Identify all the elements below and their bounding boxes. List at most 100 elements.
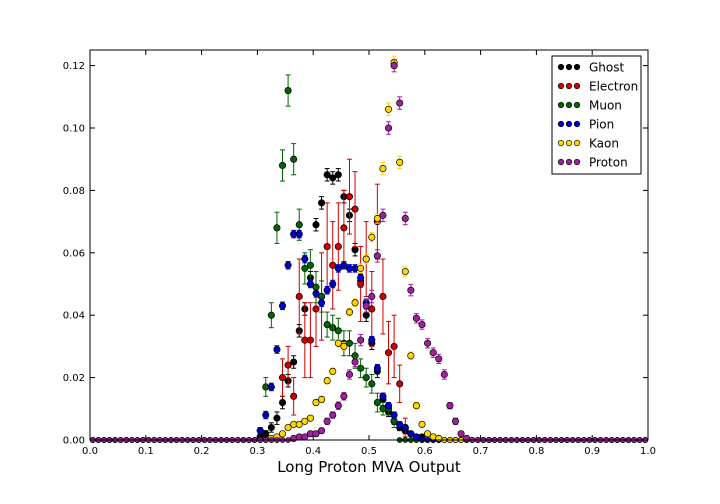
legend-marker	[573, 158, 581, 166]
data-point	[379, 292, 387, 301]
data-point	[424, 430, 432, 438]
legend-marker	[557, 120, 565, 128]
data-point	[267, 383, 275, 391]
data-point	[412, 433, 420, 441]
y-tick-label: 0.08	[63, 186, 85, 197]
data-point	[334, 402, 342, 410]
data-point	[278, 374, 287, 382]
data-point	[329, 411, 337, 419]
data-point	[396, 420, 404, 428]
data-point	[362, 374, 370, 382]
data-point	[424, 339, 432, 347]
legend-marker	[565, 82, 573, 90]
data-point	[407, 430, 415, 438]
x-tick-label: 0.2	[194, 446, 210, 457]
x-tick-label: 1.0	[640, 446, 656, 457]
x-tick-label: 0.5	[361, 446, 377, 457]
data-point	[256, 427, 264, 435]
legend-marker	[573, 63, 581, 71]
data-point	[334, 243, 342, 251]
legend-marker	[557, 158, 565, 166]
legend-marker	[557, 101, 565, 109]
legend-marker	[557, 139, 565, 147]
data-point	[278, 430, 287, 438]
data-point	[345, 370, 354, 379]
data-point	[357, 264, 365, 272]
y-tick-label: 0.06	[63, 248, 85, 259]
data-point	[301, 417, 309, 425]
data-point	[340, 261, 348, 269]
data-point	[278, 161, 287, 169]
data-point	[401, 423, 409, 432]
data-point	[373, 399, 381, 407]
y-tick-label: 0.02	[63, 373, 85, 384]
legend-marker	[557, 82, 565, 90]
data-point	[312, 289, 320, 297]
data-point	[284, 423, 292, 432]
legend-entry: Electron	[557, 80, 638, 94]
legend-marker	[573, 139, 581, 147]
data-point	[379, 165, 387, 173]
data-point	[318, 395, 326, 403]
data-point	[273, 414, 281, 422]
data-point	[373, 214, 381, 223]
data-point	[357, 364, 365, 372]
legend-marker	[557, 63, 565, 71]
data-point	[351, 358, 359, 366]
legend-marker	[573, 101, 581, 109]
data-point	[368, 305, 376, 313]
data-point	[290, 392, 298, 400]
data-point	[457, 430, 465, 438]
data-point	[323, 243, 331, 251]
data-point	[401, 214, 409, 223]
data-point	[295, 230, 303, 238]
data-point	[290, 155, 298, 163]
data-point	[407, 352, 415, 360]
data-point	[368, 336, 376, 344]
data-point	[412, 402, 420, 410]
data-point	[301, 264, 309, 272]
data-point	[418, 321, 426, 329]
data-point	[329, 261, 337, 269]
legend-entry: Muon	[557, 99, 622, 113]
legend-marker	[565, 120, 573, 128]
legend-entry: Ghost	[557, 61, 624, 75]
data-point	[390, 62, 398, 70]
data-point	[384, 105, 393, 113]
axis-ticks: 0.0 0.1 0.2 0.3 0.4 0.5 0.6 0.7 0.8 0.9 1.0 0.00 0.0…	[63, 50, 656, 457]
data-point	[340, 224, 348, 232]
data-point	[390, 342, 398, 350]
legend-label: Electron	[589, 80, 638, 94]
data-point	[390, 411, 398, 419]
data-point	[262, 411, 270, 419]
data-point	[323, 286, 331, 294]
data-point	[312, 221, 320, 229]
legend-label: Muon	[589, 99, 622, 113]
data-point	[384, 349, 393, 357]
legend-marker	[565, 101, 573, 109]
data-point	[267, 311, 275, 319]
data-point	[295, 292, 303, 301]
y-tick-label: 0.00	[63, 436, 85, 447]
data-point	[318, 299, 326, 307]
data-point	[373, 252, 381, 260]
x-tick-label: 0.1	[138, 446, 154, 457]
data-point	[435, 434, 443, 442]
legend-entry: Proton	[557, 156, 628, 170]
data-point	[284, 261, 292, 269]
data-point	[396, 380, 404, 388]
data-point	[284, 361, 292, 369]
legend: Ghost Electron Muon Pion Kaon Proton	[551, 55, 642, 175]
x-axis-label: Long Proton MVA Output	[277, 458, 461, 476]
data-point	[396, 158, 404, 166]
x-tick-label: 0.7	[473, 446, 489, 457]
legend-marker	[565, 158, 573, 166]
data-point	[384, 402, 393, 410]
data-point	[278, 399, 287, 407]
data-point	[407, 286, 415, 294]
data-point	[267, 423, 275, 432]
legend-entry: Pion	[557, 118, 614, 132]
data-point	[323, 171, 331, 179]
data-point	[273, 345, 281, 354]
x-tick-label: 0.8	[528, 446, 544, 457]
